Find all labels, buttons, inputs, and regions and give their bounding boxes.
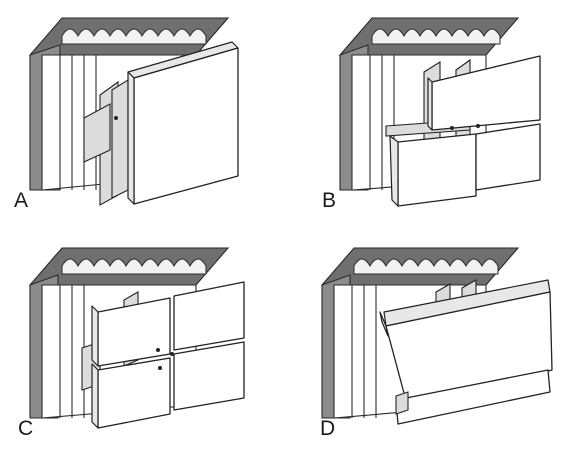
panel-label-d: D (320, 417, 336, 440)
variant-d-illustration (320, 247, 553, 425)
panel-label-c: C (18, 417, 34, 440)
panel-label-a: A (14, 189, 29, 212)
panel-label-b: B (322, 189, 337, 212)
variant-c-illustration (28, 247, 245, 429)
variant-a-illustration (28, 17, 239, 206)
variant-b-illustration (338, 17, 541, 207)
